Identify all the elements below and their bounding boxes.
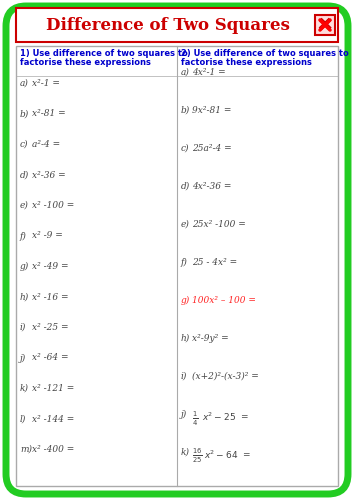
Text: x² -9 =: x² -9 =: [32, 232, 63, 240]
Text: a): a): [181, 68, 190, 77]
Text: factorise these expressions: factorise these expressions: [181, 58, 312, 67]
Text: $x^2 - 64$  =: $x^2 - 64$ =: [204, 449, 251, 462]
Text: x²-9y² =: x²-9y² =: [192, 334, 229, 343]
Text: 25a²-4 =: 25a²-4 =: [192, 144, 232, 153]
Text: k): k): [181, 448, 190, 457]
Text: x² -64 =: x² -64 =: [32, 354, 69, 362]
Text: x² -121 =: x² -121 =: [32, 384, 74, 393]
Text: c): c): [181, 144, 189, 153]
Text: g): g): [181, 296, 190, 305]
Text: 9x²-81 =: 9x²-81 =: [192, 106, 232, 115]
Text: h): h): [181, 334, 190, 343]
Text: j): j): [181, 410, 187, 419]
Text: x²-1 =: x²-1 =: [32, 79, 60, 88]
Text: c): c): [20, 140, 29, 149]
Text: e): e): [181, 220, 190, 229]
Text: m): m): [20, 445, 32, 454]
Text: f): f): [181, 258, 188, 267]
Text: e): e): [20, 201, 29, 210]
Text: $\frac{16}{25}$: $\frac{16}{25}$: [192, 447, 203, 465]
Text: k): k): [20, 384, 29, 393]
Text: factorise these expressions: factorise these expressions: [20, 58, 151, 67]
FancyBboxPatch shape: [315, 15, 335, 35]
Text: a): a): [20, 79, 29, 88]
Text: j): j): [20, 354, 26, 362]
Text: 25 - 4x² =: 25 - 4x² =: [192, 258, 237, 267]
Text: g): g): [20, 262, 29, 271]
Text: f): f): [20, 232, 27, 240]
Text: $\frac{1}{4}$: $\frac{1}{4}$: [192, 410, 198, 428]
FancyBboxPatch shape: [16, 8, 338, 42]
Text: Difference of Two Squares: Difference of Two Squares: [46, 16, 290, 34]
Text: (x+2)²-(x-3)² =: (x+2)²-(x-3)² =: [192, 372, 259, 381]
Text: i): i): [181, 372, 187, 381]
Text: 2) Use difference of two squares to: 2) Use difference of two squares to: [181, 49, 349, 58]
FancyBboxPatch shape: [16, 46, 338, 486]
Text: x² -49 =: x² -49 =: [32, 262, 69, 271]
Text: x² -16 =: x² -16 =: [32, 292, 69, 302]
Text: d): d): [20, 170, 29, 179]
Text: x² -400 =: x² -400 =: [32, 445, 74, 454]
Text: x²-36 =: x²-36 =: [32, 170, 65, 179]
Text: b): b): [20, 110, 29, 118]
Text: a²-4 =: a²-4 =: [32, 140, 60, 149]
Text: x² -25 =: x² -25 =: [32, 323, 69, 332]
Text: 4x²-36 =: 4x²-36 =: [192, 182, 232, 191]
Text: 100x² – 100 =: 100x² – 100 =: [192, 296, 256, 305]
Text: 1) Use difference of two squares to: 1) Use difference of two squares to: [20, 49, 188, 58]
Text: x² -100 =: x² -100 =: [32, 201, 74, 210]
FancyBboxPatch shape: [6, 6, 348, 494]
Text: 25x² -100 =: 25x² -100 =: [192, 220, 246, 229]
Text: 4x²-1 =: 4x²-1 =: [192, 68, 225, 77]
Text: b): b): [181, 106, 190, 115]
Text: l): l): [20, 414, 27, 424]
Text: i): i): [20, 323, 27, 332]
Text: h): h): [20, 292, 29, 302]
Text: ✖: ✖: [317, 16, 333, 34]
Text: $x^2 - 25$  =: $x^2 - 25$ =: [202, 411, 249, 424]
Text: x²-81 =: x²-81 =: [32, 110, 65, 118]
Text: x² -144 =: x² -144 =: [32, 414, 74, 424]
Text: d): d): [181, 182, 190, 191]
